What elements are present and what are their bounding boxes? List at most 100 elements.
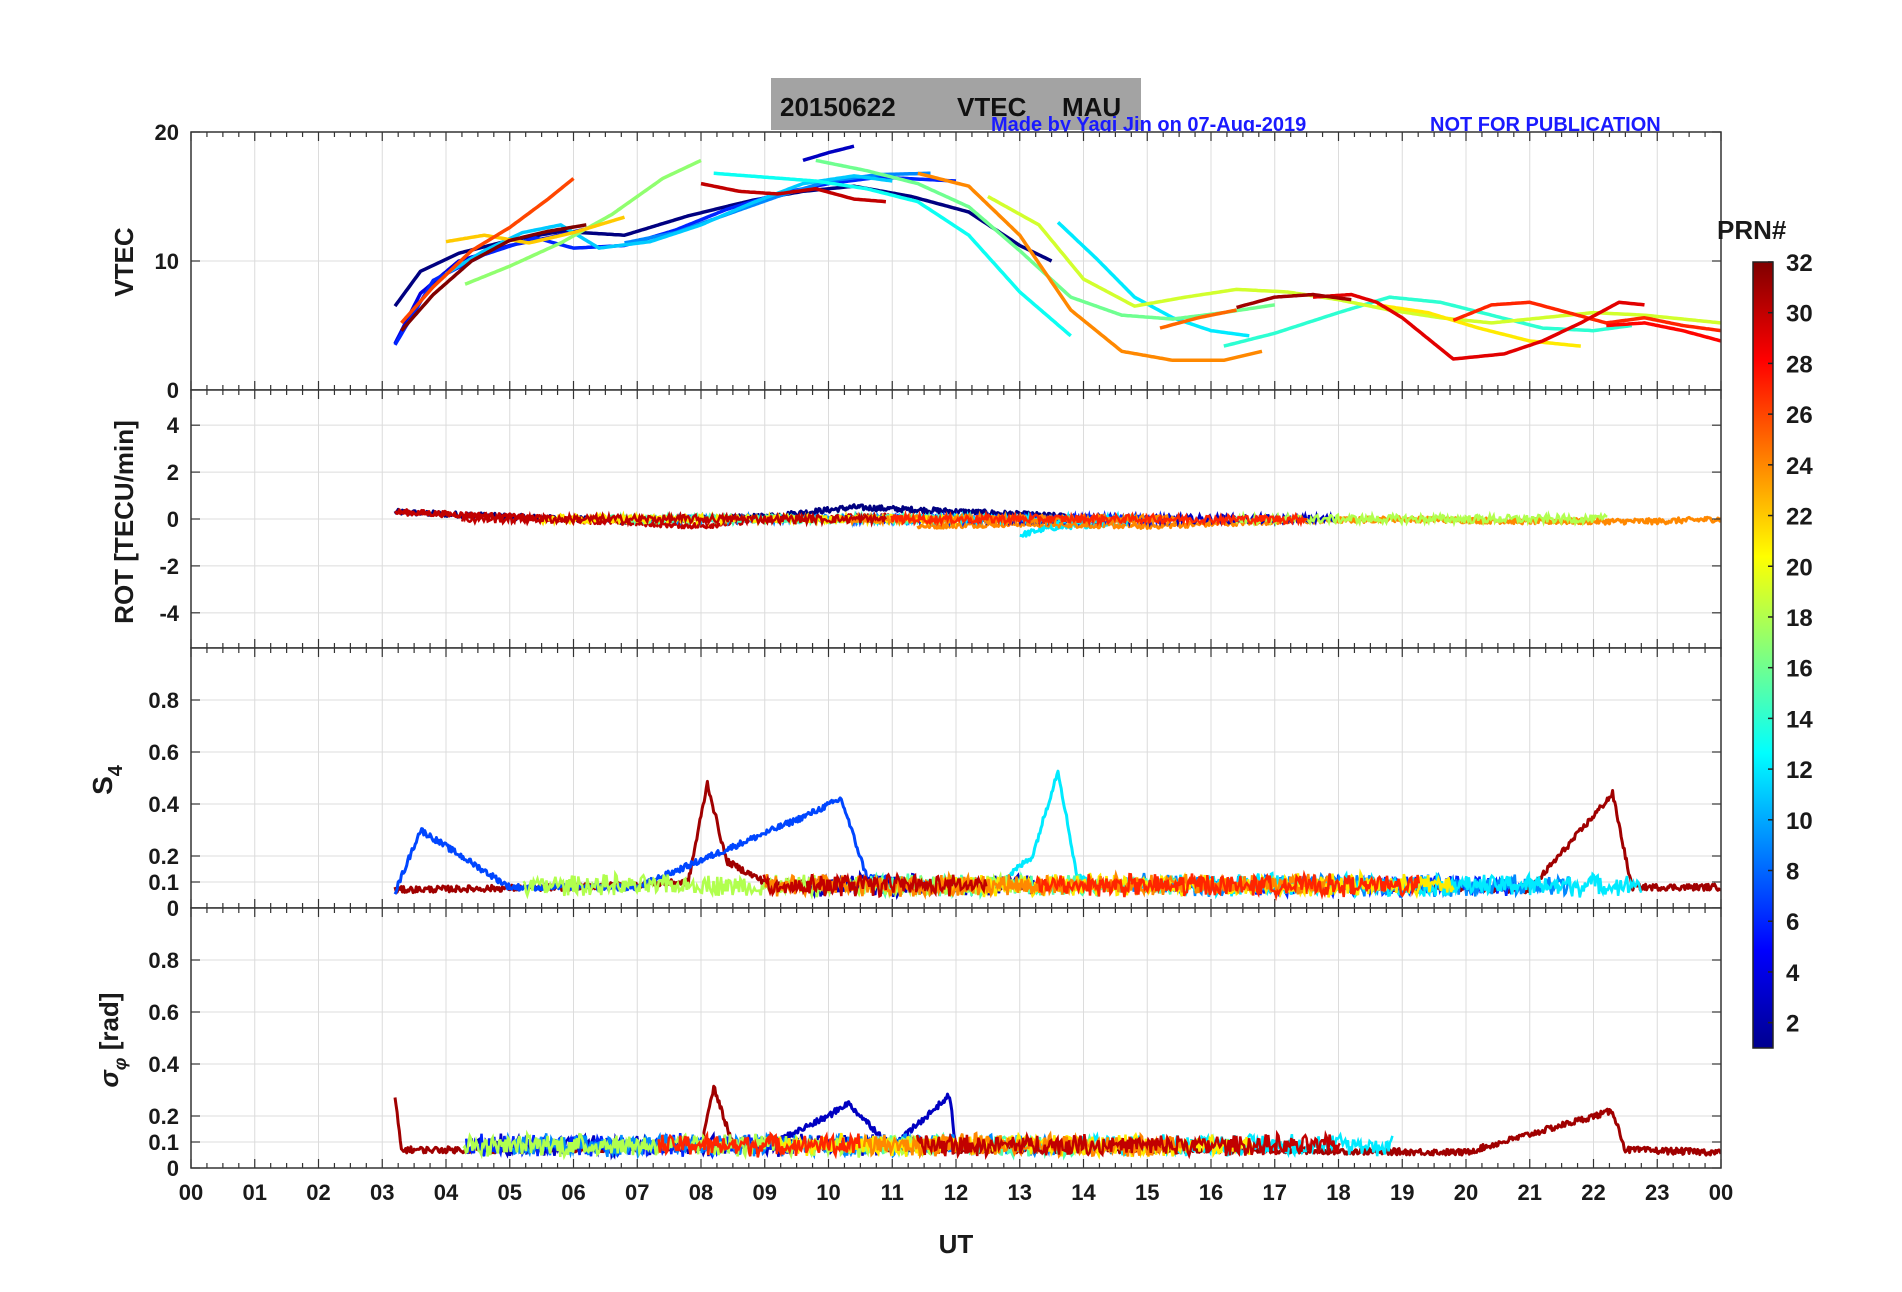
vtec-y-tick-label: 20 [155,120,179,145]
series-line-prn-30 [700,181,887,204]
series-line-prn-7 [393,796,958,895]
series-line-prn-28 [1606,321,1721,343]
x-tick-label: 01 [243,1180,267,1205]
sigma-phi-y-tick-label: 0.4 [148,1052,179,1077]
x-tick-label: 07 [625,1180,649,1205]
sigma-phi-y-tick-label: 0.2 [148,1104,179,1129]
series-line-prn-22 [445,215,626,245]
series-noise-prn-30 [460,510,887,528]
series-line-prn-3 [802,144,855,163]
colorbar-tick-label: 24 [1786,453,1813,480]
x-tick-label: 00 [179,1180,203,1205]
credit-made-by: Made by Yaqi Jin on 07-Aug-2019 [991,114,1306,136]
vtec-y-tick-label: 10 [155,249,179,274]
colorbar-tick-label: 26 [1786,402,1813,429]
x-tick-label: 22 [1581,1180,1605,1205]
colorbar-tick-label: 2 [1786,1011,1799,1038]
colorbar-tick-label: 10 [1786,808,1813,835]
svg-text:σφ [rad]: σφ [rad] [94,993,130,1088]
title-station: MAU [1062,92,1121,122]
colorbar [1752,261,1774,1049]
s4-series [393,769,1721,902]
s4-y-tick-label: 0.8 [148,688,179,713]
series-noise-prn-27 [890,509,1308,528]
s4-x-ticks [190,648,1722,908]
rot-x-ticks [190,390,1722,648]
sigma-phi-y-tick-label: 0.1 [148,1130,179,1155]
rot-series [393,503,1721,538]
sigma-phi-panel: 00.10.2 0.4 0.6 0.8 [148,907,1722,1181]
colorbar-label: PRN# [1717,215,1787,245]
rot-y-tick-label: 0 [167,507,179,532]
rot-y-tick-label: 4 [167,413,180,438]
x-tick-label: 17 [1263,1180,1287,1205]
x-tick-label: 21 [1518,1180,1542,1205]
colorbar-tick-label: 30 [1786,301,1813,328]
x-tick-label: 16 [1199,1180,1223,1205]
colorbar-tick-label: 28 [1786,351,1813,378]
s4-ylabel: S4 [87,764,127,795]
x-tick-label: 02 [306,1180,330,1205]
vtec-y-tick-label: 0 [167,378,179,403]
x-tick-label: 11 [881,1180,904,1205]
colorbar-tick-label: 18 [1786,605,1813,632]
colorbar-tick-label: 8 [1786,859,1799,886]
title-date: 20150622 [780,92,896,122]
rot-y-tick-label: -2 [159,554,179,579]
series-line-prn-12 [1056,221,1250,338]
colorbar-tick-label: 12 [1786,757,1813,784]
x-tick-label: 19 [1390,1180,1414,1205]
x-tick-label: 06 [561,1180,585,1205]
x-tick-label: 20 [1454,1180,1478,1205]
x-tick-label: 00 [1709,1180,1733,1205]
series-line-prn-29 [1312,292,1645,361]
series-line-prn-24 [917,171,1263,363]
series-noise-prn-30 [762,871,988,899]
x-tick-label: 03 [370,1180,394,1205]
vtec-x-ticks [190,132,1722,390]
colorbar-tick-label: 22 [1786,504,1813,531]
series-line-prn-25 [1159,308,1237,330]
series-noise-prn-30 [915,1129,1341,1160]
rot-y-tick-label: -4 [159,601,179,626]
rot-panel: -4 -2 0 2 4 [159,389,1722,649]
colorbar-tick-label: 4 [1786,960,1800,987]
series-line-prn-13 [713,171,1072,338]
x-tick-label: 10 [816,1180,840,1205]
title-box [771,78,1141,130]
colorbar-tick-label: 32 [1786,250,1813,277]
colorbar-tick-label: 20 [1786,554,1813,581]
colorbar-tick-label: 14 [1786,706,1813,733]
x-axis: 00 01 02 03 04 05 06 07 08 09 10 11 12 13 14 15 16 17 18 19… [179,1180,1733,1205]
series-line-prn-3 [763,1092,958,1151]
vtec-panel: 0 10 20 [155,120,1722,403]
x-axis-label: UT [939,1229,974,1259]
sigma-phi-y-tick-label: 0.6 [148,1000,179,1025]
x-tick-label: 04 [434,1180,459,1205]
x-tick-label: 09 [753,1180,777,1205]
rot-y-tick-label: 2 [167,460,179,485]
x-tick-label: 14 [1071,1180,1096,1205]
series-line-prn-21 [1376,303,1581,348]
rot-ylabel: ROT [TECU/min] [109,420,139,624]
rot-grid [190,390,1722,648]
s4-y-tick-label: 0.6 [148,740,179,765]
vtec-ylabel: VTEC [109,227,139,297]
series-line-prn-31 [1236,292,1352,310]
s4-panel: 00.10.2 0.4 0.6 0.8 [148,647,1722,921]
x-tick-label: 23 [1645,1180,1669,1205]
s4-y-tick-label: 0.2 [148,844,179,869]
sigma-phi-y-tick-label: 0.8 [148,948,179,973]
title-product: VTEC [957,92,1027,122]
credit-notice: NOT FOR PUBLICATION [1430,114,1661,136]
series-noise-prn-27 [657,1130,861,1160]
x-tick-label: 15 [1135,1180,1159,1205]
svg-text:S4: S4 [87,764,127,795]
x-tick-label: 12 [944,1180,968,1205]
x-tick-label: 18 [1326,1180,1350,1205]
series-noise-prn-27 [1035,869,1421,902]
x-tick-label: 05 [498,1180,522,1205]
x-tick-label: 08 [689,1180,713,1205]
